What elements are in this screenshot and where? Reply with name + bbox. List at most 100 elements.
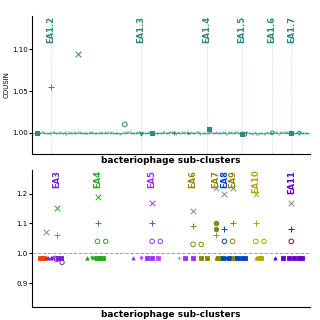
Point bbox=[38, 255, 43, 260]
Point bbox=[281, 255, 286, 260]
Point bbox=[242, 255, 247, 260]
Point bbox=[103, 239, 108, 244]
Point bbox=[199, 255, 204, 260]
Point bbox=[214, 227, 219, 232]
Text: EA11: EA11 bbox=[287, 170, 296, 194]
Point bbox=[172, 130, 177, 135]
Point bbox=[139, 255, 144, 260]
Point bbox=[218, 255, 223, 260]
Point bbox=[199, 242, 204, 247]
Point bbox=[289, 130, 294, 135]
Point bbox=[242, 132, 247, 137]
Point bbox=[43, 230, 48, 235]
Text: EA1.4: EA1.4 bbox=[202, 16, 211, 43]
Point bbox=[149, 255, 155, 260]
Point bbox=[76, 51, 81, 56]
Point bbox=[100, 255, 106, 260]
Text: EA7: EA7 bbox=[212, 170, 221, 188]
Point bbox=[58, 256, 63, 261]
Text: EA1.7: EA1.7 bbox=[287, 16, 296, 43]
Point bbox=[54, 233, 59, 238]
Point bbox=[214, 233, 219, 238]
Point bbox=[149, 239, 155, 244]
Point bbox=[230, 221, 235, 226]
Point bbox=[214, 185, 219, 190]
Point bbox=[60, 260, 65, 265]
Point bbox=[95, 239, 100, 244]
Text: EA1.6: EA1.6 bbox=[268, 16, 277, 43]
Point bbox=[215, 255, 220, 260]
Text: EA1.3: EA1.3 bbox=[137, 16, 146, 43]
Point bbox=[40, 256, 45, 261]
Text: EA1.2: EA1.2 bbox=[47, 16, 56, 43]
Point bbox=[90, 255, 95, 260]
Point bbox=[256, 255, 261, 260]
Point bbox=[222, 191, 227, 196]
Point bbox=[98, 255, 103, 260]
Point bbox=[84, 255, 89, 260]
Point bbox=[270, 130, 275, 135]
Point bbox=[190, 224, 196, 229]
Point bbox=[222, 239, 227, 244]
Point bbox=[297, 130, 302, 135]
Point bbox=[92, 255, 97, 260]
Point bbox=[149, 130, 155, 135]
Point bbox=[272, 255, 277, 260]
Point bbox=[35, 130, 40, 135]
Point bbox=[207, 126, 212, 131]
Point bbox=[286, 255, 291, 260]
Point bbox=[289, 227, 294, 232]
Point bbox=[54, 257, 59, 262]
Point bbox=[261, 239, 267, 244]
Point bbox=[230, 185, 235, 190]
X-axis label: bacteriophage sub-clusters: bacteriophage sub-clusters bbox=[101, 310, 241, 319]
Point bbox=[190, 209, 196, 214]
Text: EA10: EA10 bbox=[251, 170, 260, 194]
Point bbox=[182, 255, 188, 260]
Point bbox=[204, 255, 209, 260]
Text: EA9: EA9 bbox=[228, 170, 237, 188]
Point bbox=[190, 242, 196, 247]
Point bbox=[185, 130, 190, 135]
Point bbox=[297, 255, 302, 260]
Point bbox=[49, 84, 54, 90]
Point bbox=[122, 122, 127, 127]
Point bbox=[177, 255, 182, 260]
Point bbox=[292, 255, 297, 260]
Point bbox=[231, 255, 236, 260]
Point bbox=[226, 255, 231, 260]
Text: EA8: EA8 bbox=[220, 170, 229, 188]
Point bbox=[207, 126, 212, 131]
Point bbox=[253, 239, 258, 244]
Point bbox=[144, 255, 149, 260]
Point bbox=[52, 255, 58, 260]
Point bbox=[230, 239, 235, 244]
Point bbox=[49, 255, 54, 260]
Point bbox=[230, 255, 235, 260]
Point bbox=[214, 221, 219, 226]
Point bbox=[95, 194, 100, 199]
Point bbox=[95, 255, 100, 260]
Text: EA1.5: EA1.5 bbox=[238, 16, 247, 43]
Text: EA6: EA6 bbox=[188, 170, 197, 188]
Text: EA3: EA3 bbox=[52, 170, 61, 188]
Point bbox=[300, 255, 305, 260]
Text: EA5: EA5 bbox=[148, 170, 156, 188]
Point bbox=[240, 255, 245, 260]
Point bbox=[158, 239, 163, 244]
Point bbox=[289, 239, 294, 244]
Y-axis label: COUSIN: COUSIN bbox=[3, 71, 9, 98]
Point bbox=[220, 255, 226, 260]
Point bbox=[234, 255, 239, 260]
Point bbox=[253, 255, 258, 260]
Point bbox=[237, 255, 242, 260]
X-axis label: bacteriophage sub-clusters: bacteriophage sub-clusters bbox=[101, 156, 241, 165]
Point bbox=[43, 255, 48, 260]
Point bbox=[155, 255, 160, 260]
Point bbox=[50, 256, 55, 261]
Point bbox=[240, 132, 245, 137]
Point bbox=[190, 255, 196, 260]
Point bbox=[54, 206, 59, 211]
Point bbox=[139, 132, 144, 137]
Point bbox=[259, 255, 264, 260]
